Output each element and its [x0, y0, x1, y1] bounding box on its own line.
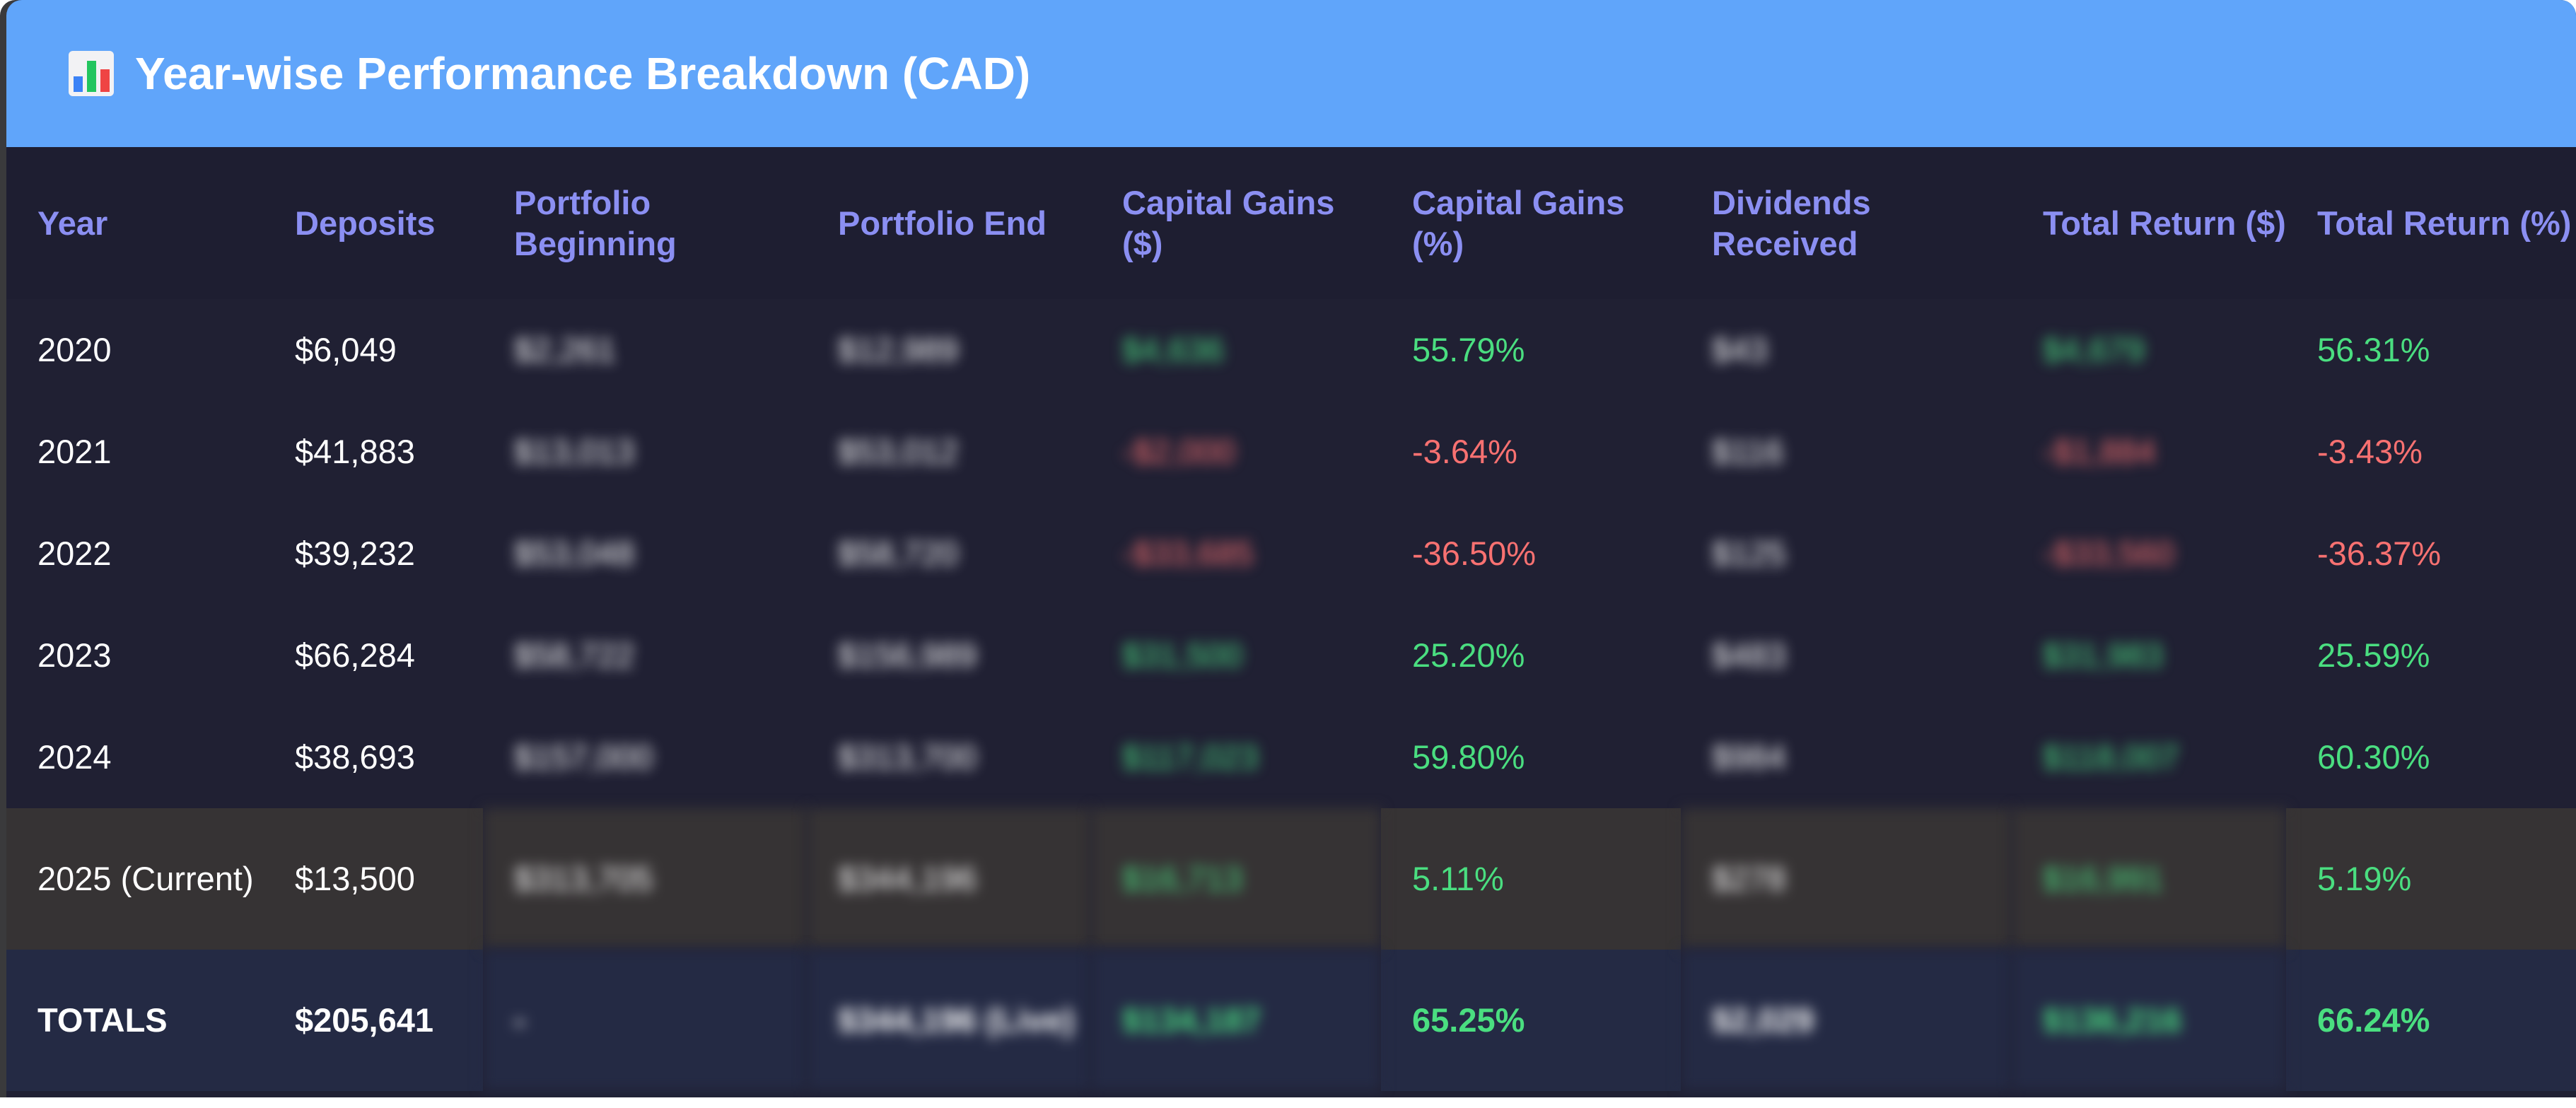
- cell-capital-gains-usd: $16,713: [1091, 808, 1381, 950]
- cell-year: 2022: [37, 535, 112, 572]
- table-row: 2020 $6,049 $2,261 $12,989 $4,636 55.79% $43 $4…: [6, 299, 2576, 401]
- cell-dividends: $483: [1712, 636, 1786, 674]
- table-row: 2022 $39,232 $53,048 $58,720 -$33,685 -36.50%…: [6, 503, 2576, 605]
- cell-portfolio-beginning: $157,000: [514, 738, 653, 776]
- cell-total-return-usd: -$1,884: [2043, 433, 2156, 470]
- cell-deposits: $66,284: [295, 636, 415, 674]
- cell-dividends: $278: [1681, 808, 2012, 950]
- cell-totals-dividends: $2,029: [1681, 950, 2012, 1091]
- cell-capital-gains-pct: 25.20%: [1412, 636, 1525, 674]
- cell-total-return-usd: -$33,560: [2043, 535, 2174, 572]
- cell-portfolio-end: $156,989: [838, 636, 977, 674]
- table-row: 2024 $38,693 $157,000 $313,700 $117,023 59.80…: [6, 706, 2576, 808]
- column-header-portfolio-end: Portfolio End: [807, 147, 1091, 299]
- cell-totals-total-return-usd: $136,216: [2012, 950, 2286, 1091]
- cell-capital-gains-usd: $31,500: [1122, 636, 1242, 674]
- column-header-total-return-pct: Total Return (%): [2286, 147, 2576, 299]
- cell-portfolio-end: $313,700: [838, 738, 977, 776]
- cell-total-return-usd: $16,991: [2012, 808, 2286, 950]
- column-header-capital-gains-pct: Capital Gains (%): [1381, 147, 1681, 299]
- cell-portfolio-end: $58,720: [838, 535, 958, 572]
- table-row-current: 2025 (Current) $13,500 $313,705 $344,196…: [6, 808, 2576, 950]
- cell-dividends: $125: [1712, 535, 1786, 572]
- cell-totals-capital-gains-pct: 65.25%: [1381, 950, 1681, 1091]
- cell-capital-gains-usd: $4,636: [1122, 331, 1224, 368]
- cell-totals-beginning: -: [483, 950, 807, 1091]
- cell-portfolio-end: $53,012: [838, 433, 958, 470]
- cell-year: 2025 (Current): [6, 808, 264, 950]
- cell-total-return-usd: $118,007: [2043, 738, 2179, 776]
- table-row-totals: TOTALS $205,641 - $344,196 (Live) $134,1…: [6, 950, 2576, 1091]
- cell-capital-gains-usd: -$33,685: [1122, 535, 1254, 572]
- column-header-year: Year: [6, 147, 264, 299]
- cell-capital-gains-pct: 55.79%: [1412, 331, 1525, 368]
- cell-totals-label: TOTALS: [6, 950, 264, 1091]
- cell-year: 2021: [37, 433, 112, 470]
- cell-total-return-pct: -36.37%: [2317, 535, 2442, 572]
- cell-dividends: $116: [1712, 433, 1784, 470]
- cell-capital-gains-pct: -36.50%: [1412, 535, 1537, 572]
- cell-portfolio-beginning: $313,705: [483, 808, 807, 950]
- cell-capital-gains-usd: -$2,000: [1122, 433, 1235, 470]
- column-header-deposits: Deposits: [264, 147, 483, 299]
- table-header-row: Year Deposits Portfolio Beginning Portfo…: [6, 147, 2576, 299]
- cell-portfolio-end: $344,196: [807, 808, 1091, 950]
- cell-totals-capital-gains-usd: $134,187: [1091, 950, 1381, 1091]
- cell-deposits: $13,500: [264, 808, 483, 950]
- cell-totals-total-return-pct: 66.24%: [2286, 950, 2576, 1091]
- cell-totals-end: $344,196 (Live): [807, 950, 1091, 1091]
- cell-capital-gains-usd: $117,023: [1122, 738, 1259, 776]
- cell-total-return-pct: 56.31%: [2317, 331, 2430, 368]
- cell-portfolio-beginning: $2,261: [514, 331, 616, 368]
- table-row: 2023 $66,284 $58,722 $156,989 $31,500 25.20% $…: [6, 605, 2576, 706]
- column-header-portfolio-beginning: Portfolio Beginning: [483, 147, 807, 299]
- cell-capital-gains-pct: 59.80%: [1412, 738, 1525, 776]
- cell-portfolio-end: $12,989: [838, 331, 958, 368]
- cell-portfolio-beginning: $58,722: [514, 636, 634, 674]
- cell-year: 2020: [37, 331, 112, 368]
- cell-year: 2024: [37, 738, 112, 776]
- cell-deposits: $39,232: [295, 535, 415, 572]
- cell-total-return-usd: $31,983: [2043, 636, 2163, 674]
- column-header-capital-gains-usd: Capital Gains ($): [1091, 147, 1381, 299]
- cell-dividends: $43: [1712, 331, 1768, 368]
- cell-total-return-pct: 5.19%: [2286, 808, 2576, 950]
- cell-total-return-pct: 25.59%: [2317, 636, 2430, 674]
- cell-deposits: $38,693: [295, 738, 415, 776]
- panel-header: Year-wise Performance Breakdown (CAD): [6, 0, 2576, 147]
- cell-capital-gains-pct: -3.64%: [1412, 433, 1517, 470]
- cell-totals-deposits: $205,641: [264, 950, 483, 1091]
- cell-deposits: $41,883: [295, 433, 415, 470]
- column-header-dividends-received: Dividends Received: [1681, 147, 2012, 299]
- cell-capital-gains-pct: 5.11%: [1381, 808, 1681, 950]
- cell-total-return-usd: $4,679: [2043, 331, 2145, 368]
- bar-chart-icon: [69, 51, 114, 96]
- column-header-total-return-usd: Total Return ($): [2012, 147, 2286, 299]
- cell-total-return-pct: -3.43%: [2317, 433, 2423, 470]
- performance-table: Year Deposits Portfolio Beginning Portfo…: [6, 147, 2576, 1091]
- cell-total-return-pct: 60.30%: [2317, 738, 2430, 776]
- table-row: 2021 $41,883 $13,013 $53,012 -$2,000 -3.64% $1…: [6, 401, 2576, 503]
- panel-title: Year-wise Performance Breakdown (CAD): [135, 48, 1031, 99]
- cell-deposits: $6,049: [295, 331, 397, 368]
- cell-portfolio-beginning: $53,048: [514, 535, 634, 572]
- cell-dividends: $984: [1712, 738, 1786, 776]
- cell-year: 2023: [37, 636, 112, 674]
- performance-panel: Year-wise Performance Breakdown (CAD) Ye…: [6, 0, 2576, 1097]
- cell-portfolio-beginning: $13,013: [514, 433, 634, 470]
